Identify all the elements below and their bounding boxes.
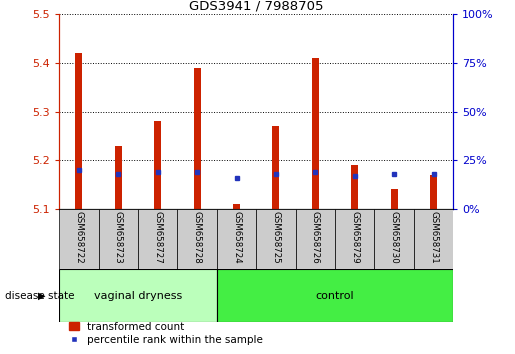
Text: GSM658730: GSM658730 <box>390 211 399 263</box>
Title: GDS3941 / 7988705: GDS3941 / 7988705 <box>189 0 323 13</box>
Bar <box>233 204 240 209</box>
Bar <box>374 209 414 269</box>
Bar <box>256 209 296 269</box>
Text: GSM658727: GSM658727 <box>153 211 162 263</box>
Text: GSM658723: GSM658723 <box>114 211 123 263</box>
Text: GSM658725: GSM658725 <box>271 211 280 263</box>
Text: ▶: ▶ <box>38 291 45 301</box>
Bar <box>351 165 358 209</box>
Bar <box>430 175 437 209</box>
Bar <box>154 121 161 209</box>
Bar <box>99 209 138 269</box>
Text: GSM658726: GSM658726 <box>311 211 320 263</box>
Text: GSM658731: GSM658731 <box>429 211 438 263</box>
Bar <box>217 269 453 322</box>
Bar <box>75 53 82 209</box>
Text: GSM658724: GSM658724 <box>232 211 241 263</box>
Text: disease state: disease state <box>5 291 75 301</box>
Bar <box>194 68 201 209</box>
Bar <box>115 145 122 209</box>
Bar <box>296 209 335 269</box>
Text: GSM658722: GSM658722 <box>75 211 83 263</box>
Text: GSM658728: GSM658728 <box>193 211 201 263</box>
Legend: transformed count, percentile rank within the sample: transformed count, percentile rank withi… <box>64 317 267 349</box>
Text: control: control <box>316 291 354 301</box>
Bar <box>177 209 217 269</box>
Bar <box>272 126 280 209</box>
Bar <box>312 58 319 209</box>
Bar <box>414 209 453 269</box>
Text: GSM658729: GSM658729 <box>350 211 359 263</box>
Bar <box>390 189 398 209</box>
Bar <box>335 209 374 269</box>
Text: vaginal dryness: vaginal dryness <box>94 291 182 301</box>
Bar <box>138 209 177 269</box>
Bar <box>59 269 217 322</box>
Bar <box>217 209 256 269</box>
Bar <box>59 209 99 269</box>
